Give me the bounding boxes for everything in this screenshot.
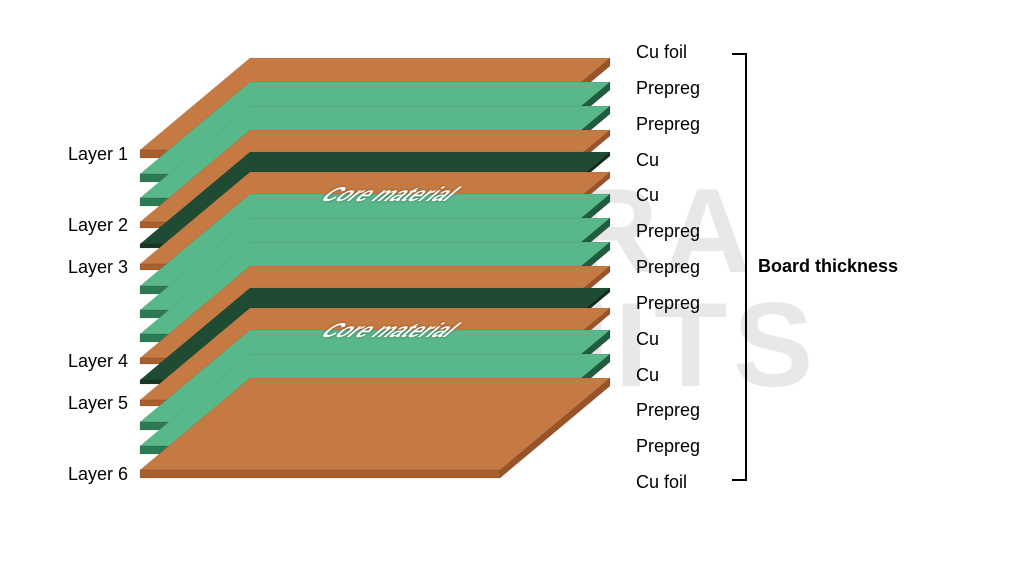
thickness-bracket (0, 0, 1024, 576)
board-thickness-label: Board thickness (758, 256, 898, 277)
core-material-label: Core material (311, 184, 466, 207)
core-material-label: Core material (311, 320, 466, 343)
pcb-stackup-diagram: Layer 1Layer 2Layer 3Layer 4Layer 5Layer… (0, 0, 1024, 576)
